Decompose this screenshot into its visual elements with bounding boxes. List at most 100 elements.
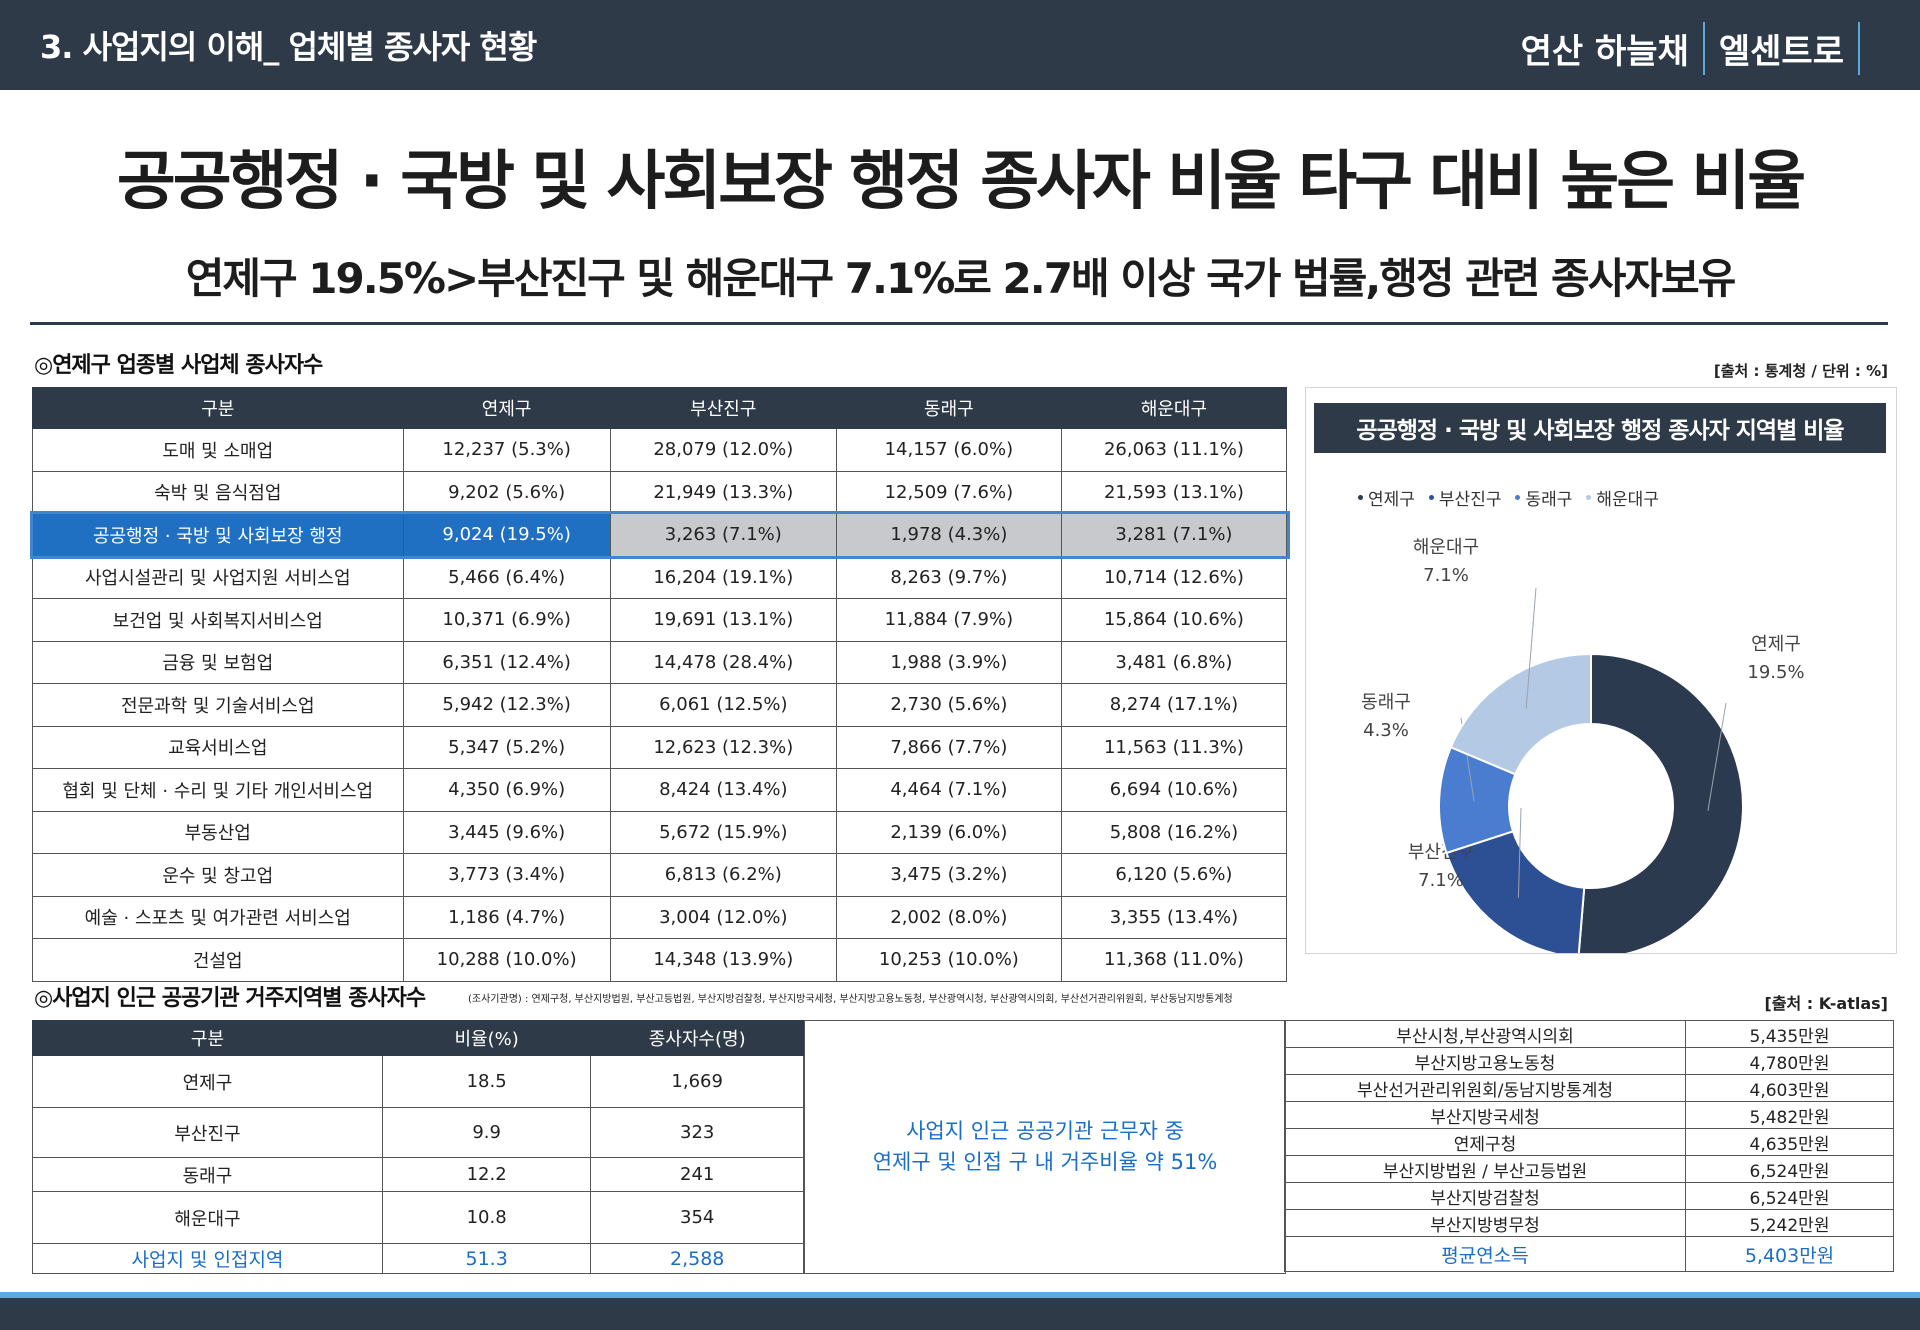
cell: 도매 및 소매업 — [32, 428, 404, 472]
brand: 연산 하늘채 엘센트로 — [1521, 22, 1860, 75]
donut-slice — [1577, 652, 1744, 953]
chart-legend: 연제구 부산진구 동래구 해운대구 — [1358, 485, 1659, 510]
cell: 2,730 (5.6%) — [835, 683, 1062, 727]
cell: 보건업 및 사회복지서비스업 — [32, 598, 404, 642]
cell: 1,186 (4.7%) — [402, 895, 611, 939]
leader-line — [1707, 702, 1727, 811]
top-bar: 3. 사업지의 이해_ 업체별 종사자 현황 연산 하늘채 엘센트로 — [0, 0, 1920, 90]
cell: 건설업 — [32, 938, 404, 982]
col-header: 비율(%) — [381, 1020, 592, 1056]
cell: 7,866 (7.7%) — [835, 725, 1062, 769]
cell: 5,942 (12.3%) — [402, 683, 611, 727]
cell: 부산지방국세청 — [1284, 1101, 1686, 1129]
cell: 6,813 (6.2%) — [609, 853, 837, 897]
col-header: 동래구 — [835, 387, 1062, 429]
donut-slice — [1445, 830, 1586, 953]
slice-category-label: 연제구 — [1751, 634, 1801, 655]
cell: 6,524만원 — [1685, 1182, 1894, 1210]
table-header-row: 구분 비율(%) 종사자수(명) — [32, 1020, 804, 1056]
cell: 금융 및 보험업 — [32, 640, 404, 684]
cell: 51.3 — [381, 1243, 592, 1274]
col-header: 연제구 — [402, 387, 611, 429]
cell: 3,773 (3.4%) — [402, 853, 611, 897]
table-row: 협회 및 단체 · 수리 및 기타 개인서비스업 4,350 (6.9%) 8,42… — [32, 768, 1288, 812]
cell: 10,288 (10.0%) — [402, 938, 611, 982]
cell: 14,348 (13.9%) — [609, 938, 837, 982]
cell: 5,347 (5.2%) — [402, 725, 611, 769]
headline: 공공행정 · 국방 및 사회보장 행정 종사자 비율 타구 대비 높은 비율 — [116, 145, 1806, 219]
note-line: 사업지 인근 공공기관 근무자 중 — [906, 1119, 1184, 1143]
table-row: 숙박 및 음식점업 9,202 (5.6%) 21,949 (13.3%) 12,50… — [32, 470, 1288, 514]
col-header: 구분 — [32, 1020, 383, 1056]
cell: 10,714 (12.6%) — [1060, 555, 1288, 599]
cell: 26,063 (11.1%) — [1060, 428, 1288, 472]
cell: 1,988 (3.9%) — [835, 640, 1062, 684]
cell: 부산지방고용노동청 — [1284, 1047, 1686, 1075]
table-row: 동래구 12.2 241 — [32, 1157, 804, 1192]
cell: 16,204 (19.1%) — [609, 555, 837, 599]
table1-source: [출처 : 통계청 / 단위 : %] — [1713, 362, 1888, 380]
legend-label: 동래구 — [1525, 490, 1573, 510]
cell: 5,435만원 — [1685, 1020, 1894, 1048]
agencies-note: (조사기관명) : 연제구청, 부산지방법원, 부산고등법원, 부산지방검찰청,… — [468, 994, 1233, 1005]
cell: 해운대구 — [32, 1191, 383, 1244]
legend-item: 해운대구 — [1586, 485, 1659, 510]
cell: 12,509 (7.6%) — [835, 470, 1062, 514]
cell: 교육서비스업 — [32, 725, 404, 769]
table-row: 사업시설관리 및 사업지원 서비스업 5,466 (6.4%) 16,204 (19… — [32, 555, 1288, 599]
cell: 4,464 (7.1%) — [835, 768, 1062, 812]
cell: 5,482만원 — [1685, 1101, 1894, 1129]
cell: 3,475 (3.2%) — [835, 853, 1062, 897]
total-row: 평균연소득 5,403만원 — [1284, 1236, 1894, 1272]
slice-category-label: 동래구 — [1361, 692, 1411, 713]
table2-source: [출처 : K-atlas] — [1764, 994, 1888, 1013]
cell: 운수 및 창고업 — [32, 853, 404, 897]
cell: 241 — [590, 1157, 804, 1192]
legend-label: 부산진구 — [1438, 490, 1502, 510]
cell: 동래구 — [32, 1157, 383, 1192]
cell: 평균연소득 — [1284, 1236, 1686, 1272]
highlight-row: 공공행정 · 국방 및 사회보장 행정 9,024 (19.5%) 3,263 (7… — [29, 510, 1290, 559]
table-row: 부산선거관리위원회/동남지방통계청 4,603만원 — [1284, 1074, 1894, 1102]
note-line: 연제구 및 인접 구 내 거주비율 약 51% — [872, 1150, 1218, 1174]
cell: 10,371 (6.9%) — [402, 598, 611, 642]
table-header-row: 구분 연제구 부산진구 동래구 해운대구 — [32, 387, 1288, 429]
cell: 21,593 (13.1%) — [1060, 470, 1288, 514]
cell: 14,157 (6.0%) — [835, 428, 1062, 472]
legend-item: 부산진구 — [1428, 485, 1502, 510]
col-header: 해운대구 — [1060, 387, 1288, 429]
table-row: 해운대구 10.8 354 — [32, 1191, 804, 1244]
cell: 1,978 (4.3%) — [835, 513, 1062, 557]
legend-swatch — [1428, 495, 1434, 500]
cell: 부산선거관리위원회/동남지방통계청 — [1284, 1074, 1686, 1102]
cell: 연제구 — [32, 1055, 383, 1108]
cell: 예술 · 스포츠 및 여가관련 서비스업 — [32, 895, 404, 939]
table-row: 부산지방국세청 5,482만원 — [1284, 1101, 1894, 1129]
table-row: 전문과학 및 기술서비스업 5,942 (12.3%) 6,061 (12.5%) 2… — [32, 683, 1288, 727]
cell: 부산진구 — [32, 1107, 383, 1158]
cell: 1,669 — [590, 1055, 804, 1108]
cell: 19,691 (13.1%) — [609, 598, 837, 642]
footer-accent — [0, 1292, 1920, 1298]
table-row: 금융 및 보험업 6,351 (12.4%) 14,478 (28.4%) 1,988… — [32, 640, 1288, 684]
slice-value-label: 7.1% — [1418, 870, 1464, 891]
table-row: 부동산업 3,445 (9.6%) 5,672 (15.9%) 2,139 (6.0%… — [32, 810, 1288, 854]
industry-table: 구분 연제구 부산진구 동래구 해운대구 도매 및 소매업 12,237 (5.3… — [29, 387, 1290, 982]
cell: 5,466 (6.4%) — [402, 555, 611, 599]
cell: 협회 및 단체 · 수리 및 기타 개인서비스업 — [32, 768, 404, 812]
table-row: 부산진구 9.9 323 — [32, 1107, 804, 1158]
leader-line — [1525, 587, 1537, 709]
cell: 6,694 (10.6%) — [1060, 768, 1288, 812]
cell: 6,524만원 — [1685, 1155, 1894, 1183]
cell: 15,864 (10.6%) — [1060, 598, 1288, 642]
slice-value-label: 7.1% — [1423, 565, 1469, 586]
cell: 2,002 (8.0%) — [835, 895, 1062, 939]
col-header: 종사자수(명) — [590, 1020, 804, 1056]
cell: 18.5 — [381, 1055, 592, 1108]
legend-label: 해운대구 — [1596, 490, 1659, 510]
cell: 11,563 (11.3%) — [1060, 725, 1288, 769]
income-table: 부산시청,부산광역시의회 5,435만원 부산지방고용노동청 4,780만원 부산선거관… — [1284, 1020, 1894, 1272]
table-row: 운수 및 창고업 3,773 (3.4%) 6,813 (6.2%) 3,475 (3… — [32, 853, 1288, 897]
cell: 9,024 (19.5%) — [402, 513, 611, 557]
